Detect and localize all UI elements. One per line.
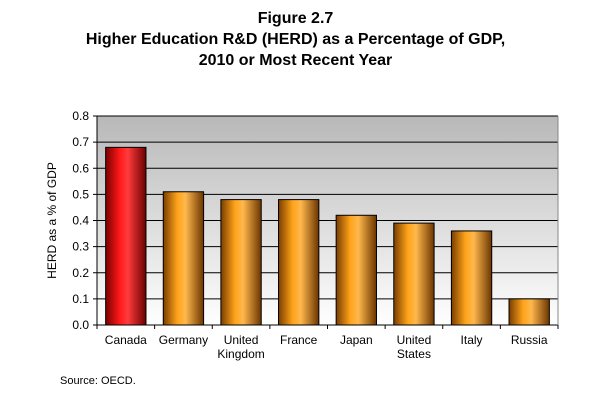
bar-united-states <box>393 222 435 326</box>
y-tick-label: 0.6 <box>72 161 89 175</box>
y-tick-label: 0.1 <box>72 292 89 306</box>
source-note: Source: OECD. <box>60 375 136 387</box>
bar-united-kingdom <box>220 199 262 326</box>
y-tick-label: 0.0 <box>72 318 89 332</box>
x-tick-label: United Kingdom <box>217 333 264 361</box>
y-tick-label: 0.3 <box>72 240 89 254</box>
title-main: Higher Education R&D (HERD) as a Percent… <box>85 31 506 48</box>
x-tick-labels: Canada Germany United Kingdom France Japan Uni… <box>105 333 548 361</box>
bar-canada <box>105 146 147 326</box>
y-tick-label: 0.8 <box>72 109 89 123</box>
x-tick-label: France <box>280 333 318 347</box>
bar-italy <box>450 230 493 326</box>
x-tick-label: Italy <box>461 333 483 347</box>
title-figure-number: Figure 2.7 <box>257 10 334 27</box>
bar-japan <box>335 214 377 326</box>
chart-title: Figure 2.7 Higher Education R&D (HERD) a… <box>0 8 591 71</box>
x-tick-label: Germany <box>159 333 208 347</box>
axes <box>93 115 559 329</box>
y-axis-title: HERD as a % of GDP <box>45 162 59 279</box>
bar-france <box>278 199 320 326</box>
x-tick-label: Japan <box>340 333 373 347</box>
x-tick-label: Canada <box>105 333 147 347</box>
bars <box>105 146 550 326</box>
bar-germany <box>162 191 205 326</box>
y-tick-label: 0.7 <box>72 135 89 149</box>
y-tick-label: 0.5 <box>72 187 89 201</box>
x-tick-label: Russia <box>511 333 548 347</box>
y-tick-label: 0.4 <box>72 214 89 228</box>
bar-russia <box>508 298 550 326</box>
title-sub: 2010 or Most Recent Year <box>198 52 393 69</box>
y-tick-labels: 0.0 0.1 0.2 0.3 0.4 0.5 0.6 0.7 0.8 <box>72 109 89 332</box>
x-tick-label: United States <box>397 333 432 361</box>
y-tick-label: 0.2 <box>72 266 89 280</box>
